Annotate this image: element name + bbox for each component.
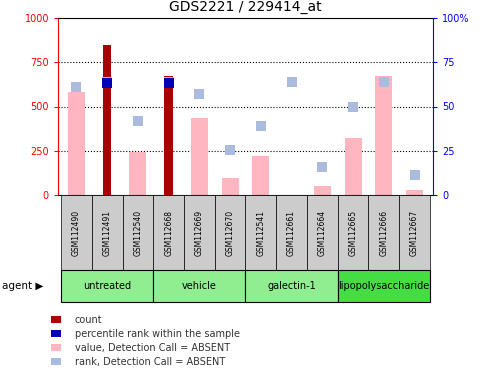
- Text: GSM112668: GSM112668: [164, 210, 173, 255]
- Text: GSM112666: GSM112666: [379, 209, 388, 256]
- Text: GSM112661: GSM112661: [287, 210, 296, 255]
- Text: count: count: [75, 314, 102, 324]
- Text: GSM112670: GSM112670: [226, 209, 235, 256]
- Text: GSM112491: GSM112491: [103, 210, 112, 255]
- Text: GSM112669: GSM112669: [195, 209, 204, 256]
- Text: vehicle: vehicle: [182, 281, 217, 291]
- Text: galectin-1: galectin-1: [267, 281, 316, 291]
- Text: GSM112540: GSM112540: [133, 209, 142, 256]
- Text: percentile rank within the sample: percentile rank within the sample: [75, 329, 240, 339]
- Bar: [164, 76, 173, 195]
- Text: GSM112664: GSM112664: [318, 209, 327, 256]
- Text: GSM112665: GSM112665: [349, 209, 357, 256]
- Bar: [222, 178, 239, 195]
- Bar: [314, 186, 331, 195]
- Bar: [406, 190, 423, 195]
- Bar: [345, 138, 362, 195]
- Bar: [103, 45, 112, 195]
- Bar: [375, 76, 392, 195]
- Text: GSM112667: GSM112667: [410, 209, 419, 256]
- Text: GSM112541: GSM112541: [256, 210, 265, 255]
- Text: rank, Detection Call = ABSENT: rank, Detection Call = ABSENT: [75, 357, 225, 367]
- Bar: [191, 118, 208, 195]
- Text: lipopolysaccharide: lipopolysaccharide: [338, 281, 429, 291]
- Text: untreated: untreated: [83, 281, 131, 291]
- Bar: [68, 92, 85, 195]
- Title: GDS2221 / 229414_at: GDS2221 / 229414_at: [169, 0, 322, 14]
- Text: GSM112490: GSM112490: [72, 209, 81, 256]
- Bar: [129, 152, 146, 195]
- Text: value, Detection Call = ABSENT: value, Detection Call = ABSENT: [75, 343, 230, 353]
- Text: agent ▶: agent ▶: [2, 281, 44, 291]
- Bar: [253, 156, 270, 195]
